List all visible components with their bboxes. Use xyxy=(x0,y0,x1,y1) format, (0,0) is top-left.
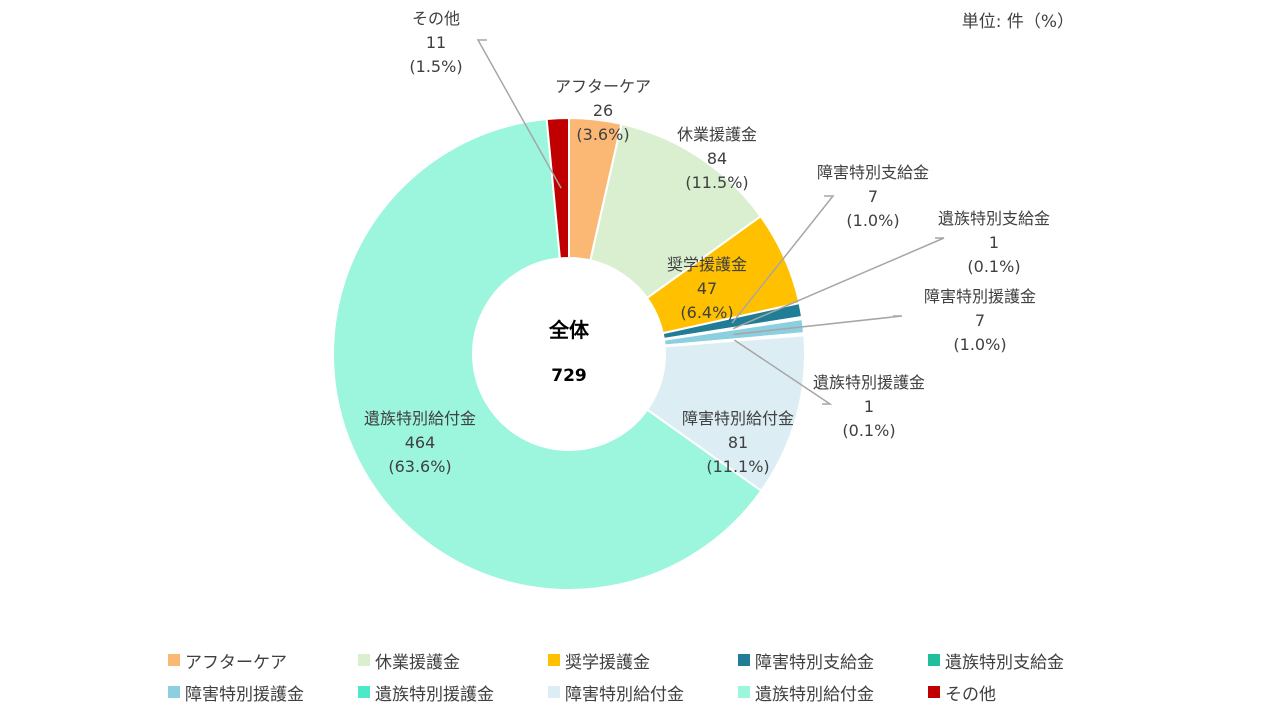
legend-label: 障害特別支給金 xyxy=(755,652,874,673)
legend-swatch xyxy=(358,686,370,698)
leader-line xyxy=(733,339,833,405)
data-labels: アフターケア 26 (3.6%) 休業援護金 84 (11.5%) 奨学援護金 47 (6.4%… xyxy=(364,9,1050,476)
legend-swatch xyxy=(548,686,560,698)
legend-swatch xyxy=(928,654,940,666)
legend-item: アフターケア xyxy=(168,648,358,673)
leader-line xyxy=(732,237,945,330)
legend-label: 遺族特別給付金 xyxy=(755,684,874,705)
legend-item: 障害特別支給金 xyxy=(738,648,928,673)
legend-swatch xyxy=(168,654,180,666)
donut-slices xyxy=(332,116,806,591)
leader-line xyxy=(731,195,835,324)
legend-item: その他 xyxy=(928,680,1118,705)
unit-label: 単位: 件（%） xyxy=(961,12,1074,32)
legend: アフターケア 休業援護金 奨学援護金 障害特別支給金 遺族特別支給金 障害特別援… xyxy=(168,644,1128,708)
legend-item: 奨学援護金 xyxy=(548,648,738,673)
data-label: 障害特別給付金 81 (11.1%) xyxy=(682,409,794,476)
data-label: その他 11 (1.5%) xyxy=(409,9,462,76)
legend-label: 遺族特別支給金 xyxy=(945,652,1064,673)
legend-item: 障害特別援護金 xyxy=(168,680,358,705)
legend-swatch xyxy=(738,686,750,698)
legend-label: その他 xyxy=(945,684,996,705)
legend-item: 休業援護金 xyxy=(358,648,548,673)
legend-swatch xyxy=(738,654,750,666)
data-label: 障害特別支給金 7 (1.0%) xyxy=(817,163,929,230)
legend-swatch xyxy=(548,654,560,666)
leader-line xyxy=(476,39,562,189)
legend-label: 障害特別援護金 xyxy=(185,684,304,705)
legend-row-1: アフターケア 休業援護金 奨学援護金 障害特別支給金 遺族特別支給金 xyxy=(168,644,1128,676)
legend-row-2: 障害特別援護金 遺族特別援護金 障害特別給付金 遺族特別給付金 その他 xyxy=(168,676,1128,708)
data-label: 遺族特別給付金 464 (63.6%) xyxy=(364,409,476,476)
data-label: 遺族特別支給金 1 (0.1%) xyxy=(938,209,1050,276)
legend-label: 休業援護金 xyxy=(375,652,460,673)
legend-swatch xyxy=(358,654,370,666)
donut-slice xyxy=(332,117,763,591)
leader-line xyxy=(733,315,903,336)
data-label: 障害特別援護金 7 (1.0%) xyxy=(924,287,1036,354)
legend-swatch xyxy=(168,686,180,698)
data-label: 奨学援護金 47 (6.4%) xyxy=(667,255,747,322)
legend-item: 遺族特別援護金 xyxy=(358,680,548,705)
donut-slice xyxy=(545,116,570,260)
center-title: 全体 xyxy=(548,318,590,342)
data-label: アフターケア 26 (3.6%) xyxy=(555,77,651,144)
legend-label: 奨学援護金 xyxy=(565,652,650,673)
legend-item: 遺族特別給付金 xyxy=(738,680,928,705)
leader-lines xyxy=(476,39,945,405)
center-total: 729 xyxy=(551,366,587,386)
legend-item: 遺族特別支給金 xyxy=(928,648,1118,673)
legend-item: 障害特別給付金 xyxy=(548,680,738,705)
data-label: 遺族特別援護金 1 (0.1%) xyxy=(813,373,925,440)
legend-swatch xyxy=(928,686,940,698)
legend-label: 障害特別給付金 xyxy=(565,684,684,705)
legend-label: アフターケア xyxy=(185,652,287,673)
data-label: 休業援護金 84 (11.5%) xyxy=(677,125,757,192)
legend-label: 遺族特別援護金 xyxy=(375,684,494,705)
donut-slice xyxy=(589,122,763,300)
